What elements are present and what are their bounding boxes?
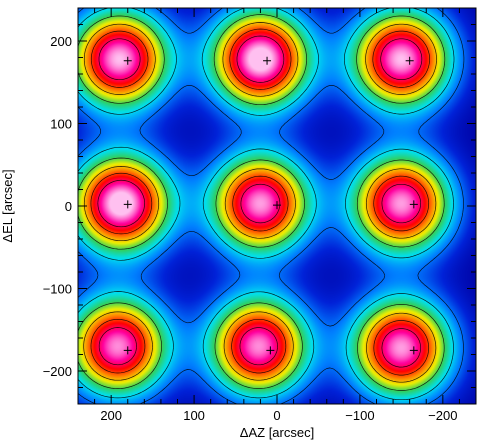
y-tick-label: 0 (65, 199, 72, 214)
x-tick-label: −200 (428, 408, 457, 423)
y-tick-label: −100 (43, 282, 72, 297)
x-tick-label: −100 (345, 408, 374, 423)
reference-mark-6 (409, 200, 418, 209)
contour-level-2 (78, 8, 455, 401)
contour-level-1 (78, 8, 465, 404)
reference-mark-5 (273, 201, 281, 210)
reference-mark-9 (409, 346, 418, 355)
reference-mark-7 (123, 346, 132, 355)
axis-ticks: 200 100 0 −100 −200 200 100 0 −100 −200 (43, 7, 477, 423)
y-axis-title: ΔEL [arcsec] (0, 169, 15, 242)
reference-mark-3 (405, 56, 414, 65)
y-tick-label: −200 (43, 364, 72, 379)
contour-level-4 (83, 22, 437, 383)
reference-marks (123, 56, 418, 355)
x-tick-label: 0 (273, 408, 280, 423)
x-tick-label: 200 (100, 408, 122, 423)
reference-mark-8 (266, 346, 275, 355)
contour-level-6 (97, 35, 423, 368)
contour-lines (78, 8, 465, 404)
y-tick-label: 100 (50, 117, 72, 132)
x-tick-label: 100 (183, 408, 205, 423)
reference-mark-4 (123, 200, 132, 209)
reference-mark-2 (263, 56, 272, 65)
contour-level-5 (90, 28, 430, 376)
x-axis-title: ΔAZ [arcsec] (240, 425, 314, 440)
reference-mark-1 (123, 56, 132, 65)
y-tick-label: 200 (50, 34, 72, 49)
contour-level-3 (78, 14, 446, 391)
